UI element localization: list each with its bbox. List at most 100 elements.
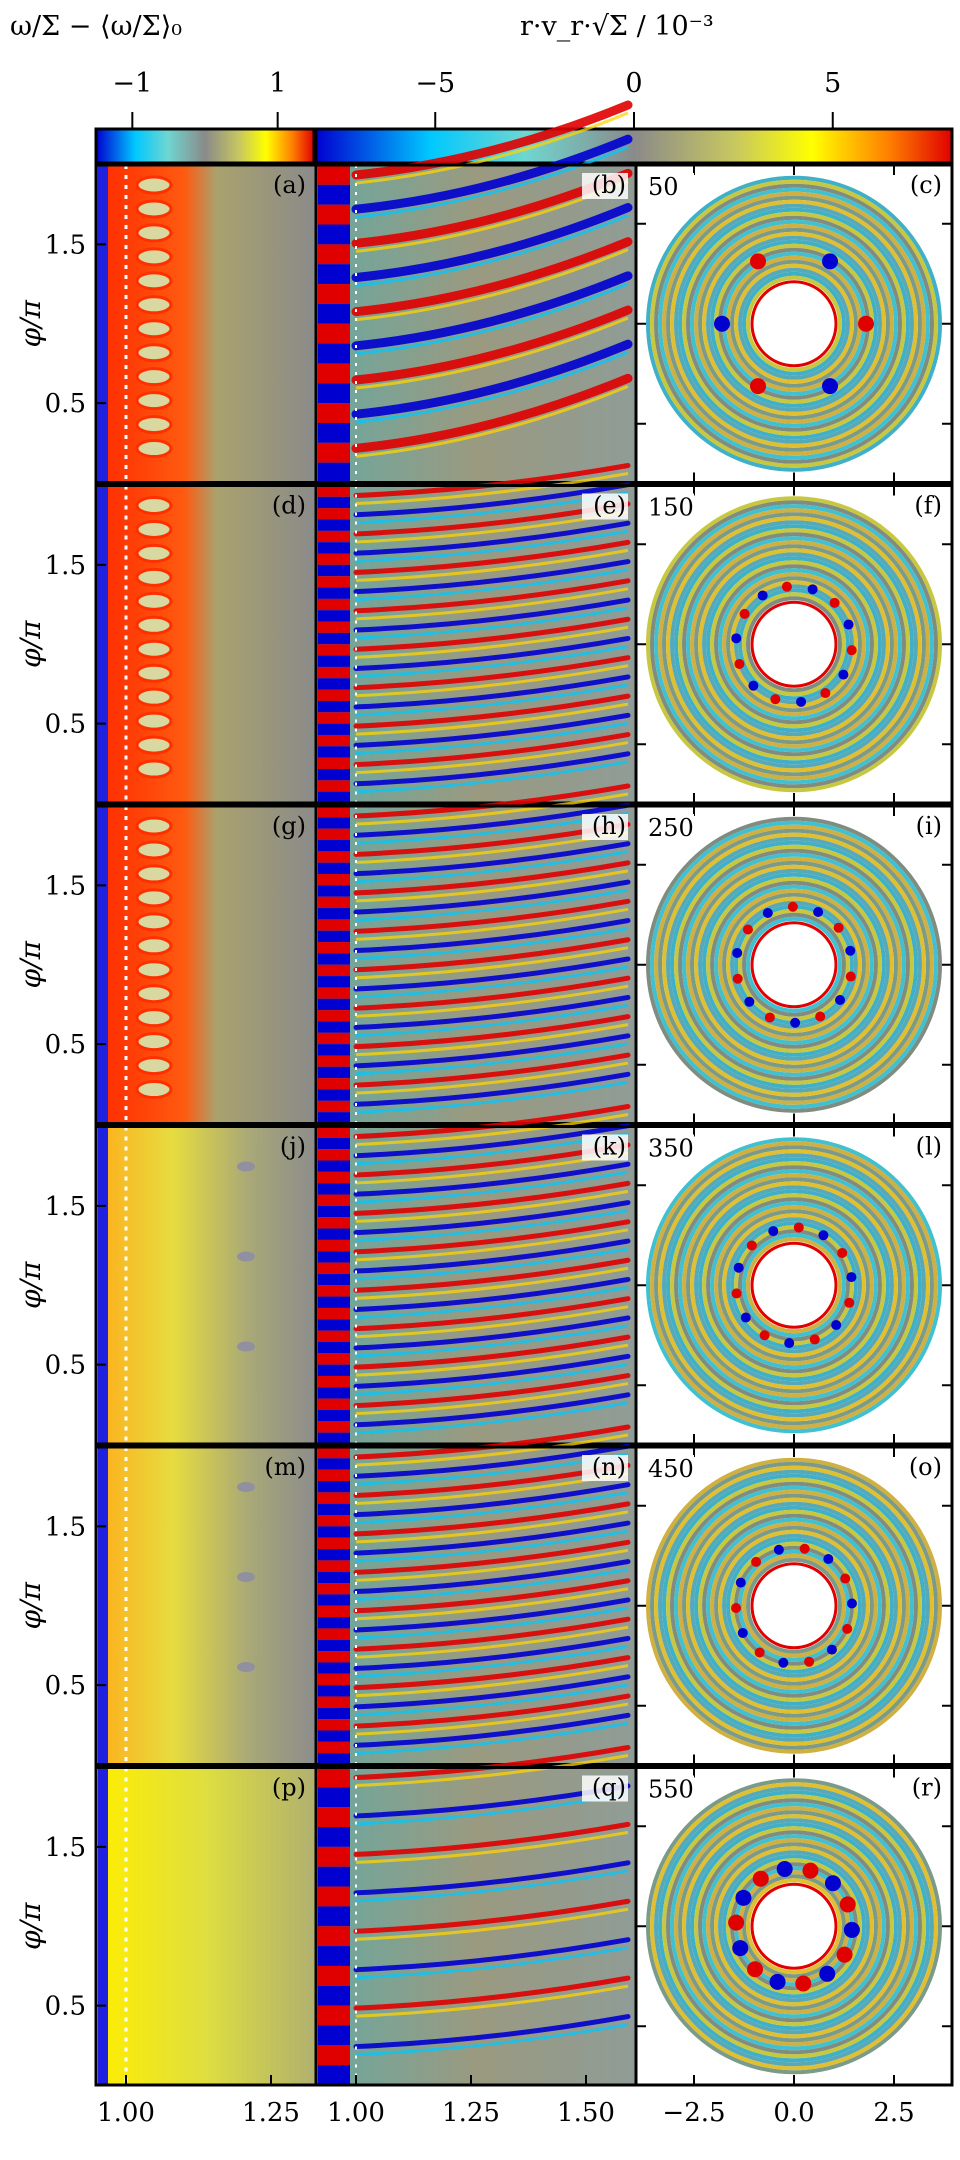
disk-perturbation bbox=[845, 971, 856, 982]
y-axis-label: φ/π bbox=[14, 940, 47, 988]
velocity-cell-positive bbox=[318, 598, 350, 611]
disk-ring bbox=[662, 191, 926, 456]
velocity-cell-positive bbox=[318, 553, 350, 565]
spiral-wave-edge bbox=[355, 1754, 629, 1787]
velocity-cell-positive bbox=[318, 363, 350, 384]
disk-ring bbox=[694, 544, 894, 745]
disk-perturbation bbox=[748, 680, 759, 691]
time-label: 50 bbox=[648, 173, 679, 201]
velocity-cell-negative bbox=[318, 1753, 350, 1765]
disk-ring bbox=[650, 179, 938, 468]
spiral-wave-edge bbox=[355, 664, 629, 698]
vorticity-field bbox=[96, 1447, 316, 1765]
spiral-wave-edge bbox=[355, 683, 629, 717]
spiral-wave bbox=[353, 975, 631, 1011]
velocity-cell-negative bbox=[318, 862, 350, 875]
disk-ring bbox=[718, 1529, 870, 1682]
velocity-cell-positive bbox=[318, 284, 350, 304]
disk-perturbation bbox=[781, 581, 792, 592]
disk-ring bbox=[710, 880, 878, 1049]
vortex bbox=[135, 984, 173, 1004]
velocity-cell-negative bbox=[318, 542, 350, 554]
disk-ring bbox=[686, 215, 902, 432]
disk-ring bbox=[682, 532, 906, 757]
vortex bbox=[135, 439, 173, 459]
velocity-cell-positive bbox=[318, 1673, 350, 1686]
velocity-cell-positive bbox=[318, 1285, 350, 1297]
vortex bbox=[135, 175, 173, 195]
disk-perturbation bbox=[833, 922, 844, 933]
panel-label: (a) bbox=[273, 171, 306, 199]
velocity-cell-positive bbox=[318, 1696, 350, 1708]
vortex bbox=[135, 936, 173, 956]
spiral-wave-edge bbox=[355, 248, 629, 322]
disk-ring bbox=[698, 227, 890, 420]
spiral-wave-edge bbox=[355, 1830, 629, 1864]
velocity-cell-positive bbox=[318, 1032, 350, 1045]
velocity-cell-positive bbox=[318, 1239, 350, 1252]
spiral-wave bbox=[353, 1860, 631, 1896]
spiral-wave bbox=[353, 520, 631, 556]
time-label: 350 bbox=[648, 1135, 694, 1163]
y-axis: 1.5 0.5 φ/π bbox=[14, 551, 106, 740]
velocity-cell-positive bbox=[318, 2005, 350, 2026]
colorbar-velocity-ticks: −5 0 5 bbox=[415, 68, 841, 129]
disk-ring bbox=[722, 892, 866, 1037]
velocity-cell-negative bbox=[318, 1160, 350, 1172]
x-tick-label: 1.50 bbox=[557, 2098, 615, 2128]
velocity-cell-negative bbox=[318, 1228, 350, 1240]
spiral-wave-edge bbox=[355, 606, 629, 640]
spiral-wave bbox=[353, 1520, 631, 1556]
y-tick-label: 1.5 bbox=[45, 1512, 86, 1542]
velocity-cell-positive bbox=[318, 851, 350, 863]
disk-perturbation bbox=[731, 633, 742, 644]
spiral-wave bbox=[353, 841, 631, 877]
vortex bbox=[237, 1662, 255, 1672]
velocity-cell-negative bbox=[318, 953, 350, 965]
velocity-cell-positive bbox=[318, 1149, 350, 1161]
colorbar-vorticity bbox=[94, 127, 316, 165]
disk-ring bbox=[694, 1826, 894, 2027]
disk-perturbation bbox=[815, 1011, 826, 1022]
velocity-cell-negative bbox=[318, 496, 350, 509]
vortex bbox=[135, 888, 173, 908]
spiral-wave bbox=[353, 1559, 631, 1595]
spiral-wave-edge bbox=[355, 625, 629, 659]
disk-ring bbox=[698, 548, 890, 741]
spiral-wave-edge bbox=[355, 384, 629, 458]
time-label-bg bbox=[642, 1455, 694, 1483]
time-label-bg bbox=[642, 1775, 694, 1804]
disk-ring bbox=[670, 1481, 918, 1730]
spiral-wave-edge bbox=[355, 741, 629, 775]
spiral-wave bbox=[353, 1238, 631, 1274]
velocity-cell-positive bbox=[318, 1469, 350, 1482]
velocity-cell-positive bbox=[318, 442, 350, 463]
disk-ring bbox=[710, 560, 878, 729]
spiral-wave bbox=[353, 1200, 631, 1236]
inner-boundary-strip bbox=[98, 165, 108, 483]
disk-perturbation bbox=[750, 378, 766, 395]
velocity-cell-positive bbox=[318, 1447, 350, 1459]
disk-perturbation bbox=[732, 1940, 749, 1957]
panel-label: (o) bbox=[909, 1453, 942, 1481]
velocity-cell-positive bbox=[318, 666, 350, 679]
spiral-wave-edge bbox=[355, 1721, 629, 1755]
x-tick-label: 2.5 bbox=[873, 2098, 914, 2128]
disk-ring bbox=[726, 1537, 862, 1674]
disk-ring bbox=[706, 556, 882, 733]
velocity-panel: (b) bbox=[314, 100, 638, 484]
velocity-cell-negative bbox=[318, 768, 350, 781]
disk-perturbation bbox=[835, 995, 846, 1006]
velocity-cell-positive bbox=[318, 644, 350, 656]
disk-perturbation bbox=[754, 1647, 765, 1658]
x-tick-label: 1.00 bbox=[97, 2098, 155, 2128]
disk-ring bbox=[746, 275, 842, 372]
disk-ring bbox=[714, 1205, 874, 1366]
disk-perturbation bbox=[764, 1012, 775, 1023]
spiral-wave bbox=[353, 1334, 631, 1370]
disk-ring bbox=[646, 1457, 942, 1754]
disk-perturbation bbox=[799, 1543, 810, 1554]
disk-ring bbox=[674, 203, 914, 444]
y-tick-label: 1.5 bbox=[45, 871, 86, 901]
vortex bbox=[135, 343, 173, 363]
